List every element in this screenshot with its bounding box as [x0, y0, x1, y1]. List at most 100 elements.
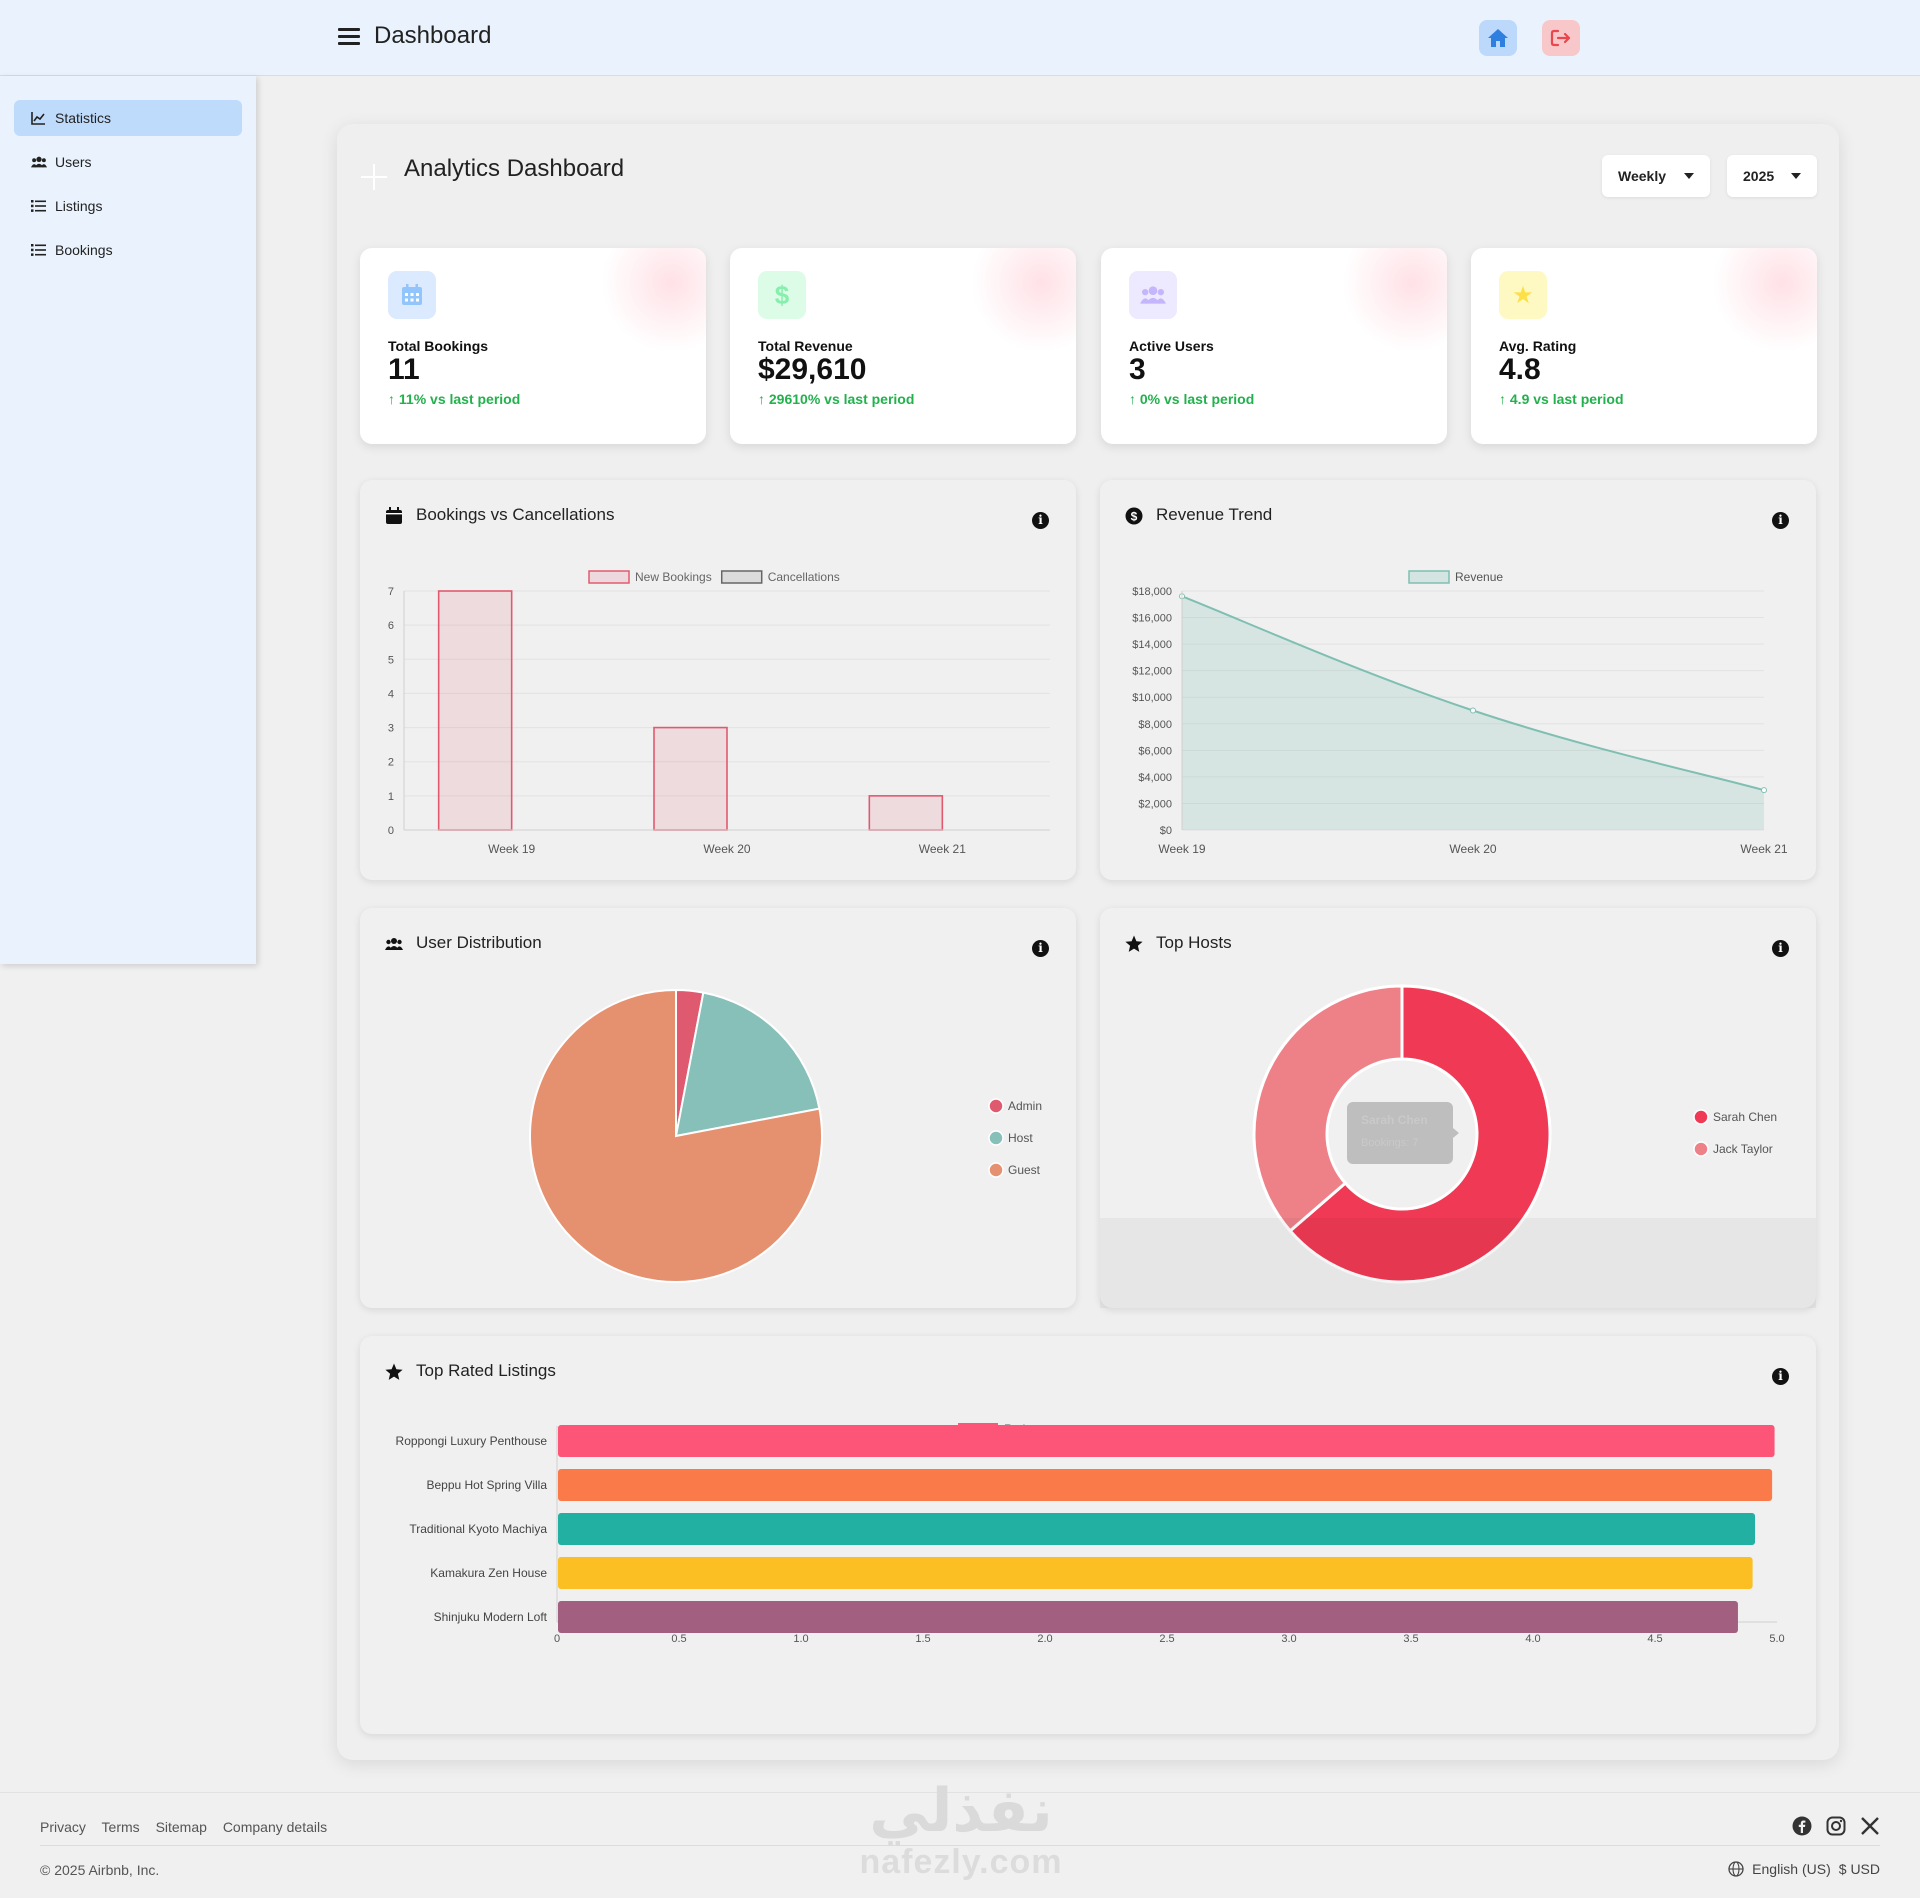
- instagram-icon[interactable]: [1826, 1816, 1846, 1836]
- footer-locale: English (US) $ USD: [1728, 1861, 1880, 1877]
- y-tick-label: $8,000: [1138, 719, 1172, 731]
- users-icon: [385, 938, 403, 950]
- legend-swatch: [988, 1162, 1004, 1178]
- legend-swatch: [988, 1098, 1004, 1114]
- data-point: [1761, 787, 1767, 794]
- users-icon: [1129, 271, 1177, 319]
- listing-bar: [558, 1469, 1773, 1501]
- bar-new-bookings: [653, 726, 728, 831]
- listing-bar: [558, 1513, 1756, 1545]
- legend-swatch: [588, 570, 630, 584]
- caret-down-icon: [1684, 173, 1694, 179]
- x-tick-label: Week 19: [1158, 842, 1205, 856]
- info-icon[interactable]: i: [1032, 512, 1049, 529]
- bar-new-bookings: [868, 795, 944, 831]
- calendar-icon: [386, 507, 402, 524]
- footer-link-company-details[interactable]: Company details: [222, 1819, 328, 1835]
- calendar-icon: [388, 271, 436, 319]
- line-chart-icon: [31, 111, 47, 125]
- info-icon[interactable]: i: [1772, 512, 1789, 529]
- y-tick-label: $16,000: [1132, 613, 1172, 625]
- y-tick-label: Kamakura Zen House: [430, 1566, 547, 1580]
- language-selector[interactable]: English (US): [1752, 1861, 1831, 1877]
- listing-bar: [558, 1601, 1738, 1633]
- legend-label: Host: [1008, 1131, 1033, 1145]
- hover-overlay: [1100, 1218, 1816, 1308]
- logout-button[interactable]: [1542, 20, 1580, 56]
- watermark-arabic: نفذلي: [869, 1776, 1053, 1846]
- stat-value: 4.8: [1499, 353, 1541, 386]
- plus-icon: [361, 164, 387, 190]
- y-tick-label: 3: [388, 723, 394, 735]
- legend-label: Sarah Chen: [1713, 1110, 1777, 1124]
- users-icon: [31, 155, 47, 169]
- legend-swatch: [720, 570, 763, 584]
- y-tick-label: $0: [1160, 825, 1172, 837]
- x-tick-label: Week 19: [488, 842, 535, 856]
- footer-link-terms[interactable]: Terms: [101, 1819, 140, 1835]
- dollar-circle-icon: $: [1125, 507, 1143, 525]
- dollar-icon: $: [758, 271, 806, 319]
- data-point: [1470, 707, 1476, 714]
- logout-icon: [1550, 29, 1571, 47]
- analytics-panel: Analytics Dashboard Weekly 2025 Total Bo…: [337, 124, 1839, 1760]
- home-button[interactable]: [1479, 20, 1517, 56]
- y-tick-label: $10,000: [1132, 692, 1172, 704]
- stat-card-users: Active Users 3 ↑ 0% vs last period: [1101, 248, 1447, 444]
- watermark: نفذلي nafezly.com: [848, 1778, 1074, 1880]
- x-tick-label: 2.5: [1159, 1633, 1174, 1645]
- footer-link-privacy[interactable]: Privacy: [40, 1819, 86, 1835]
- tooltip-title: Sarah Chen: [1361, 1113, 1428, 1127]
- x-tick-label: 0.5: [671, 1633, 686, 1645]
- legend-label: Jack Taylor: [1713, 1142, 1773, 1156]
- y-tick-label: Traditional Kyoto Machiya: [409, 1522, 547, 1536]
- watermark-latin: nafezly.com: [859, 1843, 1063, 1881]
- top-rated-listings-bar-chart: 00.51.01.52.02.53.03.54.04.55.0RatingRop…: [396, 1422, 1785, 1645]
- top-bar: Dashboard: [0, 0, 1920, 76]
- bookings-bar-chart: 0 1 2 3 4 5 6 7 New Bookings Cancellations Week 19…: [388, 570, 1050, 856]
- y-tick-label: $12,000: [1132, 666, 1172, 678]
- info-icon[interactable]: i: [1772, 940, 1789, 957]
- hamburger-icon[interactable]: [338, 28, 360, 46]
- y-tick-label: Roppongi Luxury Penthouse: [396, 1434, 548, 1448]
- period-select[interactable]: Weekly: [1602, 155, 1710, 197]
- page-title: Analytics Dashboard: [404, 155, 625, 182]
- info-icon[interactable]: i: [1032, 940, 1049, 957]
- sidebar-item-statistics[interactable]: Statistics: [14, 100, 242, 136]
- stat-label: Active Users: [1129, 338, 1214, 354]
- card-title: Bookings vs Cancellations: [416, 505, 615, 524]
- year-select[interactable]: 2025: [1727, 155, 1817, 197]
- x-icon[interactable]: [1860, 1816, 1880, 1836]
- tooltip-value: Bookings: 7: [1361, 1137, 1418, 1149]
- sidebar-item-label: Statistics: [55, 110, 112, 126]
- currency-selector[interactable]: $ USD: [1838, 1861, 1880, 1877]
- legend-label: Cancellations: [768, 570, 840, 584]
- x-tick-label: Week 20: [1449, 842, 1496, 856]
- listing-bar: [558, 1557, 1753, 1589]
- revenue-area-chart: $0 $2,000 $4,000 $6,000 $8,000 $10,000 $12,000…: [1132, 570, 1788, 856]
- arrow-up-icon: ↑: [758, 391, 769, 407]
- y-tick-label: 5: [388, 654, 394, 666]
- stat-change: ↑ 29610% vs last period: [758, 391, 915, 407]
- legend-label: Admin: [1008, 1099, 1042, 1113]
- footer-divider: [40, 1845, 1880, 1846]
- pie-slice-guest: [529, 988, 823, 1283]
- arrow-up-icon: ↑: [388, 391, 399, 407]
- x-tick-label: Week 21: [1740, 842, 1787, 856]
- x-tick-label: 1.5: [915, 1633, 930, 1645]
- sidebar-item-bookings[interactable]: Bookings: [14, 232, 242, 268]
- bar-new-bookings: [437, 590, 513, 831]
- year-select-value: 2025: [1743, 168, 1775, 184]
- x-tick-label: Week 21: [919, 842, 966, 856]
- legend-label: New Bookings: [635, 570, 712, 584]
- info-icon[interactable]: i: [1772, 1368, 1789, 1385]
- facebook-icon[interactable]: [1792, 1816, 1812, 1836]
- sidebar-item-listings[interactable]: Listings: [14, 188, 242, 224]
- list-icon: [31, 243, 47, 257]
- stat-label: Total Revenue: [758, 338, 853, 354]
- x-tick-label: 4.5: [1647, 1633, 1662, 1645]
- footer-link-sitemap[interactable]: Sitemap: [155, 1819, 207, 1835]
- globe-icon: [1728, 1861, 1744, 1877]
- y-tick-label: 0: [388, 825, 394, 837]
- sidebar-item-users[interactable]: Users: [14, 144, 242, 180]
